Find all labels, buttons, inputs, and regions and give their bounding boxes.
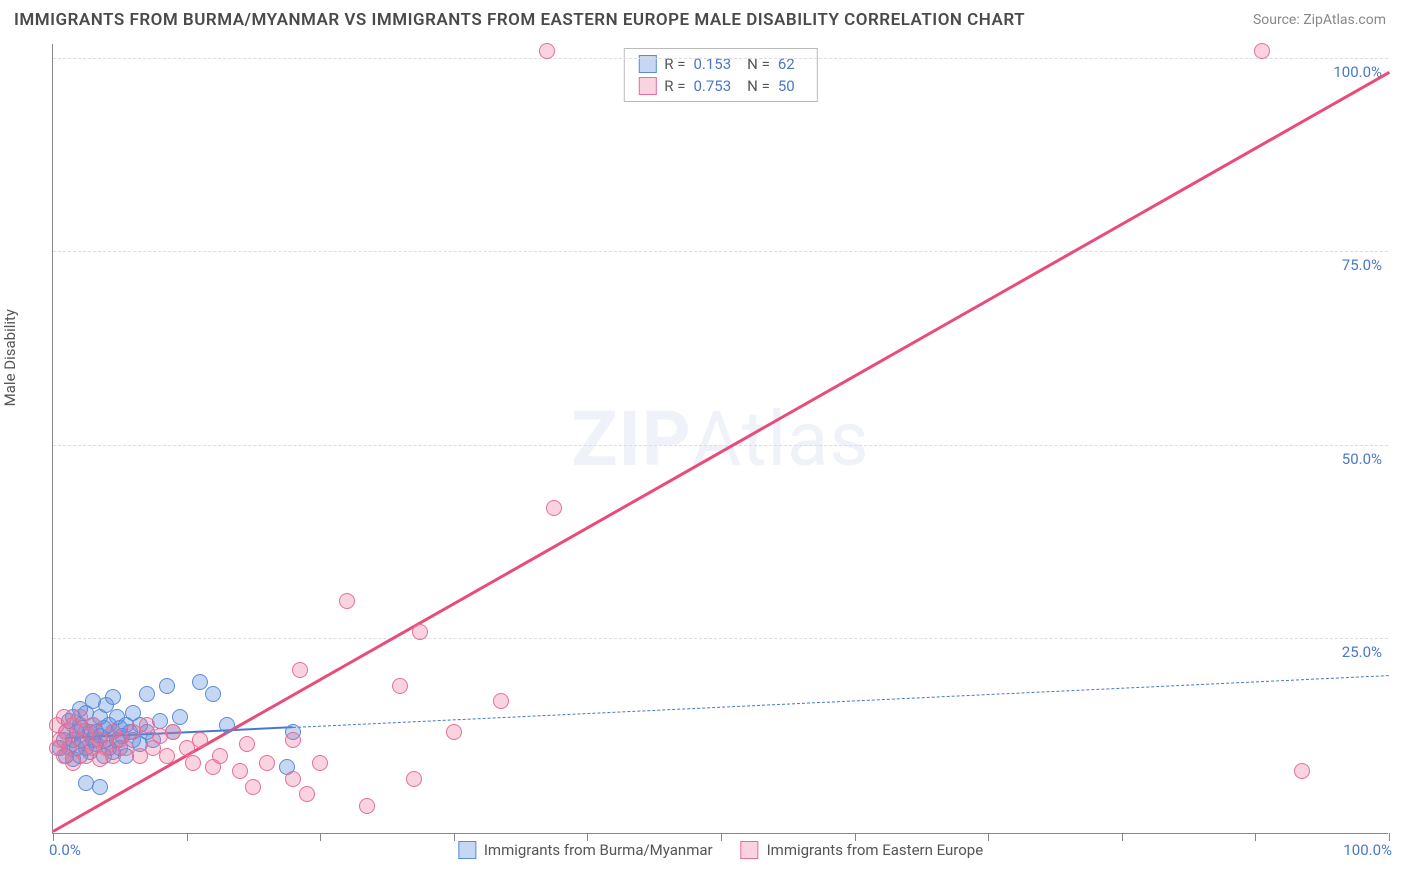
data-point: [359, 798, 375, 814]
data-point: [539, 43, 555, 59]
gridline: [53, 251, 1388, 252]
series-name-2: Immigrants from Eastern Europe: [767, 841, 984, 859]
source-label: Source: ZipAtlas.com: [1253, 12, 1386, 28]
x-tick: [53, 833, 54, 841]
data-point: [192, 674, 208, 690]
watermark: ZIPAtlas: [571, 394, 869, 484]
series-legend: Immigrants from Burma/Myanmar Immigrants…: [458, 841, 983, 859]
x-tick: [1122, 833, 1123, 841]
legend-swatch-1b: [458, 841, 476, 859]
legend-r-label: R =: [664, 77, 685, 95]
data-point: [299, 786, 315, 802]
x-tick: [1255, 833, 1256, 841]
trend-line: [52, 71, 1389, 833]
series-legend-item-1: Immigrants from Burma/Myanmar: [458, 841, 713, 859]
x-axis-max-label: 100.0%: [1343, 841, 1392, 859]
data-point: [212, 748, 228, 764]
data-point: [92, 779, 108, 795]
data-point: [139, 717, 155, 733]
data-point: [245, 779, 261, 795]
data-point: [493, 693, 509, 709]
y-axis-label: 75.0%: [1342, 256, 1382, 274]
data-point: [285, 732, 301, 748]
gridline: [53, 638, 1388, 639]
legend-row-series-1: R = 0.153 N = 62: [624, 53, 816, 75]
legend-swatch-2b: [741, 841, 759, 859]
legend-r-value-2: 0.753: [693, 77, 731, 95]
x-tick: [1389, 833, 1390, 841]
gridline: [53, 58, 1388, 59]
data-point: [406, 771, 422, 787]
data-point: [192, 732, 208, 748]
data-point: [185, 755, 201, 771]
correlation-legend: R = 0.153 N = 62 R = 0.753 N = 50: [623, 48, 817, 102]
data-point: [205, 686, 221, 702]
y-axis-label: 25.0%: [1342, 643, 1382, 661]
data-point: [312, 755, 328, 771]
data-point: [85, 717, 101, 733]
series-name-1: Immigrants from Burma/Myanmar: [484, 841, 713, 859]
data-point: [285, 771, 301, 787]
data-point: [139, 686, 155, 702]
x-tick: [721, 833, 722, 841]
data-point: [1254, 43, 1270, 59]
x-tick: [587, 833, 588, 841]
data-point: [339, 593, 355, 609]
plot-area: ZIPAtlas R = 0.153 N = 62 R = 0.753 N = …: [52, 44, 1388, 834]
watermark-light: Atlas: [692, 394, 870, 484]
gridline: [53, 445, 1388, 446]
legend-row-series-2: R = 0.753 N = 50: [624, 75, 816, 97]
y-axis-label: 50.0%: [1342, 450, 1382, 468]
data-point: [292, 662, 308, 678]
x-tick: [320, 833, 321, 841]
data-point: [165, 724, 181, 740]
x-tick: [988, 833, 989, 841]
legend-swatch-2: [638, 77, 656, 95]
x-tick: [454, 833, 455, 841]
x-tick: [187, 833, 188, 841]
y-axis-title: Male Disability: [1, 309, 19, 406]
data-point: [446, 724, 462, 740]
data-point: [159, 678, 175, 694]
data-point: [159, 748, 175, 764]
data-point: [239, 736, 255, 752]
data-point: [392, 678, 408, 694]
data-point: [219, 717, 235, 733]
watermark-bold: ZIP: [571, 394, 691, 484]
chart-title: IMMIGRANTS FROM BURMA/MYANMAR VS IMMIGRA…: [14, 10, 1025, 30]
data-point: [1294, 763, 1310, 779]
data-point: [172, 709, 188, 725]
trend-line: [293, 675, 1389, 728]
legend-n-label: N =: [747, 77, 770, 95]
data-point: [232, 763, 248, 779]
data-point: [105, 689, 121, 705]
data-point: [412, 624, 428, 640]
x-tick: [855, 833, 856, 841]
series-legend-item-2: Immigrants from Eastern Europe: [741, 841, 984, 859]
legend-n-value-2: 50: [778, 77, 795, 95]
data-point: [259, 755, 275, 771]
data-point: [546, 500, 562, 516]
x-axis-min-label: 0.0%: [49, 841, 81, 859]
